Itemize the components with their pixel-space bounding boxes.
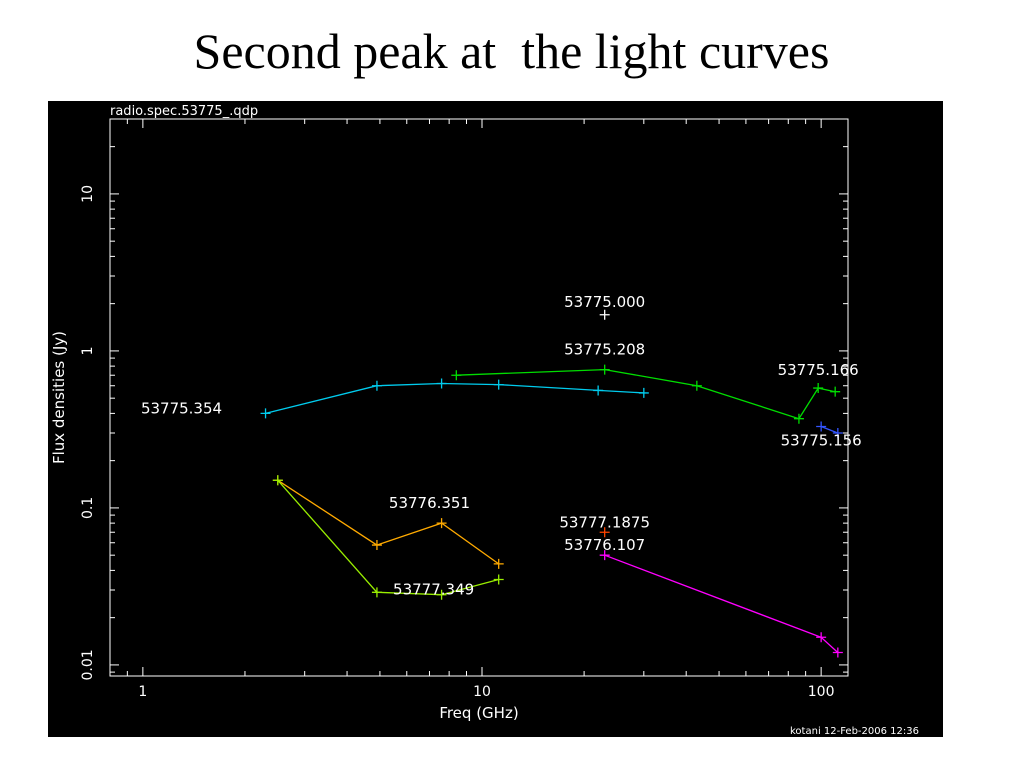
plot-panel: radio.spec.53775_.qdp Freq (GHz) Flux de… — [48, 101, 943, 737]
plot-footer-label: kotani 12-Feb-2006 12:36 — [790, 726, 919, 737]
series-annotation: 53775.354 — [141, 399, 222, 417]
radio-spectrum-chart: radio.spec.53775_.qdp Freq (GHz) Flux de… — [48, 101, 943, 737]
series-53775.354 — [260, 378, 649, 419]
series-53777.1875 — [599, 527, 610, 538]
data-point-marker — [493, 558, 504, 569]
y-tick-label: 0.1 — [80, 497, 96, 519]
data-point-marker — [493, 379, 504, 390]
x-tick-label: 100 — [808, 684, 835, 700]
data-point-marker — [260, 408, 271, 419]
series-annotation: 53776.351 — [389, 494, 470, 512]
data-point-marker — [599, 364, 610, 375]
data-point-marker — [371, 540, 382, 551]
x-axis-label: Freq (GHz) — [439, 704, 518, 722]
slide-title: Second peak at the light curves — [193, 23, 830, 79]
data-point-marker — [816, 632, 827, 643]
data-point-marker — [599, 550, 610, 561]
plot-frame — [109, 118, 849, 677]
y-tick-label: 1 — [80, 346, 96, 355]
series-53776.107 — [599, 550, 843, 658]
data-point-marker — [832, 647, 843, 658]
data-point-marker — [272, 475, 283, 486]
data-point-marker — [832, 428, 843, 439]
data-point-marker — [436, 518, 447, 529]
data-point-marker — [451, 370, 462, 381]
data-point-marker — [599, 527, 610, 538]
data-point-marker — [599, 309, 610, 320]
y-tick-label: 0.01 — [80, 649, 96, 680]
series-53775.000 — [599, 309, 610, 320]
series-annotation: 53775.000 — [564, 293, 645, 311]
data-point-marker — [436, 378, 447, 389]
annotation-layer: 53775.000 53775.208 53775.166 53775.354 5377… — [141, 293, 862, 599]
series-annotation: 53775.166 — [778, 361, 859, 379]
data-point-marker — [436, 589, 447, 600]
series-53775.208 — [451, 364, 841, 424]
axis-ticks: 1 10 100 0.01 0.1 1 10 — [80, 119, 848, 700]
plot-background — [48, 101, 943, 737]
series-annotation: 53777.349 — [393, 581, 474, 599]
series-53775.156 — [816, 421, 843, 439]
series-annotation: 53777.1875 — [559, 514, 650, 532]
y-axis-label: Flux densities (Jy) — [50, 331, 68, 464]
series-annotation: 53775.208 — [564, 340, 645, 358]
data-point-marker — [371, 380, 382, 391]
plot-file-label: radio.spec.53775_.qdp — [110, 104, 258, 119]
series-53777.349 — [272, 475, 504, 600]
data-point-marker — [691, 380, 702, 391]
x-tick-label: 10 — [473, 684, 491, 700]
data-point-marker — [638, 387, 649, 398]
series-annotation: 53775.156 — [781, 431, 862, 449]
series-line — [265, 382, 644, 415]
data-point-marker — [793, 413, 804, 424]
series-line — [277, 479, 500, 565]
data-point-marker — [816, 421, 827, 432]
data-point-marker — [813, 383, 824, 394]
series-line — [277, 479, 499, 596]
data-point-marker — [371, 587, 382, 598]
data-point-marker — [493, 574, 504, 585]
series-annotation: 53776.107 — [564, 536, 645, 554]
series-layer — [260, 309, 843, 658]
y-tick-label: 10 — [80, 185, 96, 203]
x-tick-label: 1 — [138, 684, 147, 700]
data-point-marker — [593, 385, 604, 396]
data-point-marker — [830, 386, 841, 397]
series-line — [820, 425, 839, 434]
